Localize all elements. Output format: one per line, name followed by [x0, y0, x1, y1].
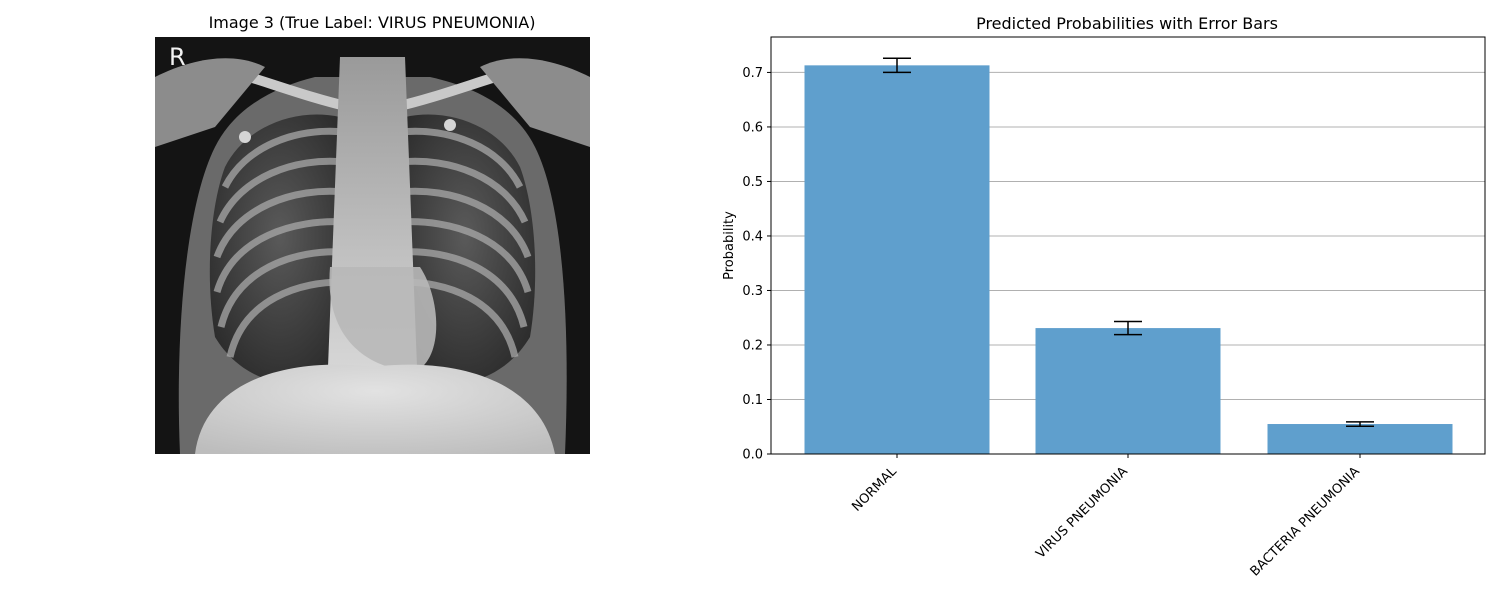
- y-tick-label: 0.6: [742, 120, 763, 135]
- y-tick-label: 0.3: [742, 284, 763, 299]
- x-tick-label: VIRUS PNEUMONIA: [1033, 464, 1131, 562]
- y-tick-label: 0.7: [742, 66, 763, 81]
- y-axis-label: Probability: [722, 211, 737, 280]
- bars: [804, 65, 1453, 455]
- error-bars: [883, 57, 1374, 427]
- bar: [1267, 424, 1453, 454]
- y-axis-ticks: 0.0 0.1 0.2 0.3 0.4 0.5 0.6 0.7: [742, 66, 771, 463]
- xray-title: Image 3 (True Label: VIRUS PNEUMONIA): [208, 13, 536, 32]
- y-tick-label: 0.0: [742, 448, 763, 463]
- bar: [1035, 328, 1221, 454]
- chest-xray-image: R: [155, 37, 590, 454]
- y-tick-label: 0.4: [742, 229, 763, 244]
- y-tick-label: 0.5: [742, 175, 763, 190]
- x-tick-label: NORMAL: [849, 464, 900, 515]
- chart-title: Predicted Probabilities with Error Bars: [976, 14, 1278, 33]
- x-axis-ticks: NORMAL VIRUS PNEUMONIA BACTERIA PNEUMONIA: [849, 454, 1363, 579]
- y-tick-label: 0.1: [742, 393, 763, 408]
- bar: [804, 65, 990, 455]
- x-tick-label: BACTERIA PNEUMONIA: [1248, 464, 1363, 579]
- xray-orientation-marker: R: [169, 43, 186, 71]
- y-tick-label: 0.2: [742, 338, 763, 353]
